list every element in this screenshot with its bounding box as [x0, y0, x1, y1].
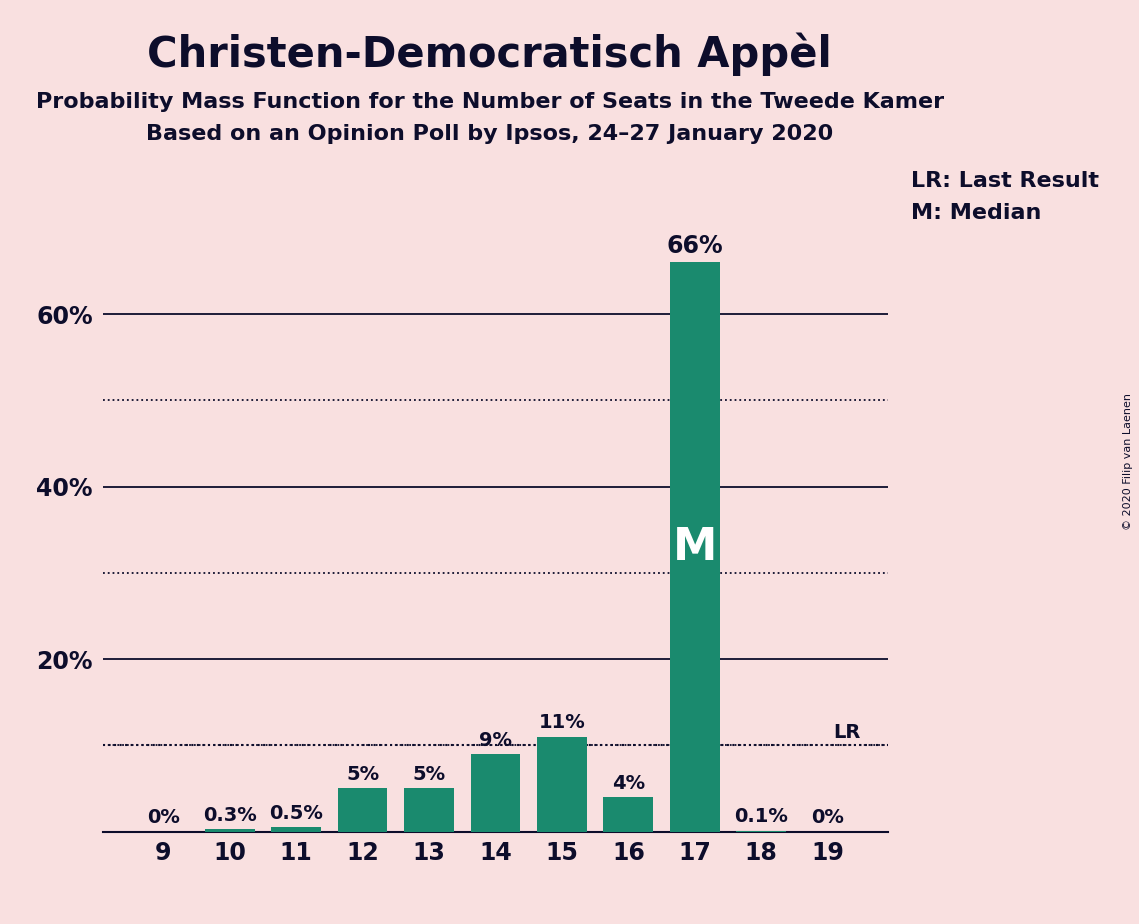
Text: Based on an Opinion Poll by Ipsos, 24–27 January 2020: Based on an Opinion Poll by Ipsos, 24–27… — [146, 124, 834, 144]
Bar — [470, 754, 521, 832]
Bar — [337, 788, 387, 832]
Bar — [271, 827, 321, 832]
Text: 11%: 11% — [539, 713, 585, 733]
Text: 5%: 5% — [412, 765, 445, 784]
Text: 0.1%: 0.1% — [735, 808, 788, 826]
Bar — [604, 797, 654, 832]
Text: 5%: 5% — [346, 765, 379, 784]
Text: M: M — [673, 526, 718, 568]
Text: 4%: 4% — [612, 773, 645, 793]
Text: 0%: 0% — [147, 808, 180, 827]
Text: 0.5%: 0.5% — [269, 804, 323, 823]
Bar — [205, 829, 254, 832]
Text: M: Median: M: Median — [911, 203, 1041, 224]
Text: 9%: 9% — [480, 731, 511, 749]
Text: LR: Last Result: LR: Last Result — [911, 171, 1099, 191]
Text: 0.3%: 0.3% — [203, 806, 256, 825]
Text: LR: LR — [834, 723, 861, 742]
Bar — [670, 262, 720, 832]
Bar — [536, 736, 587, 832]
Text: 66%: 66% — [666, 234, 723, 258]
Text: Christen-Democratisch Appèl: Christen-Democratisch Appèl — [147, 32, 833, 76]
Bar — [404, 788, 454, 832]
Text: Probability Mass Function for the Number of Seats in the Tweede Kamer: Probability Mass Function for the Number… — [35, 92, 944, 113]
Text: 0%: 0% — [811, 808, 844, 827]
Text: © 2020 Filip van Laenen: © 2020 Filip van Laenen — [1123, 394, 1133, 530]
